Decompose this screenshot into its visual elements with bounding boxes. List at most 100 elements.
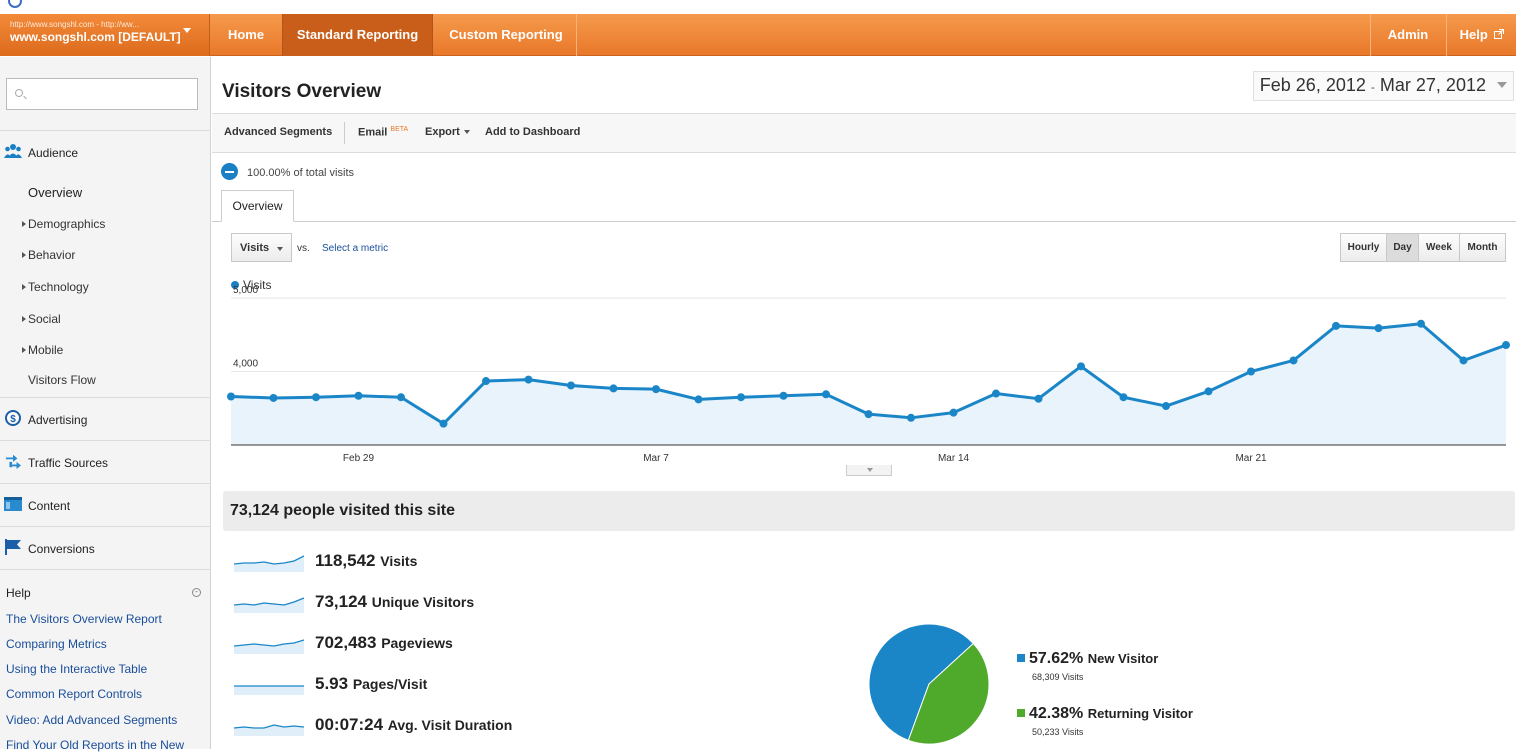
new-visitor-label: New Visitor xyxy=(1087,651,1159,666)
help-link[interactable]: Find Your Old Reports in the New xyxy=(6,738,185,752)
data-point[interactable] xyxy=(1204,387,1213,396)
stat-value: 00:07:24 xyxy=(315,715,388,734)
data-point[interactable] xyxy=(1417,319,1425,328)
svg-text:$: $ xyxy=(10,414,16,425)
email-button[interactable]: Email BETA xyxy=(358,126,408,139)
new-visitor-visits: 68,309 Visits xyxy=(1032,672,1084,682)
data-point[interactable] xyxy=(609,384,618,393)
data-point[interactable] xyxy=(227,392,235,401)
beta-badge: BETA xyxy=(390,126,409,133)
sidebar-section-conversions[interactable]: Conversions xyxy=(0,526,211,568)
data-point[interactable] xyxy=(269,393,278,402)
sidebar-section-content[interactable]: Content xyxy=(0,483,211,525)
main-content: Visitors Overview Feb 26, 2012 - Mar 27,… xyxy=(212,57,1516,749)
sidebar-section-label: Traffic Sources xyxy=(28,456,109,470)
top-strip xyxy=(0,0,1516,14)
export-button[interactable]: Export xyxy=(425,126,470,138)
pie-slice-new-visitor[interactable] xyxy=(868,623,975,741)
data-point[interactable] xyxy=(1374,324,1383,333)
x-tick-label: Feb 29 xyxy=(343,453,375,464)
data-point[interactable] xyxy=(907,413,915,422)
nav-admin[interactable]: Admin xyxy=(1387,27,1429,42)
data-point[interactable] xyxy=(694,395,703,404)
data-point[interactable] xyxy=(1162,402,1170,411)
data-point[interactable] xyxy=(822,390,830,399)
sidebar-item-behavior[interactable]: Behavior xyxy=(22,248,75,262)
data-point[interactable] xyxy=(1119,393,1128,402)
granularity-day[interactable]: Day xyxy=(1386,233,1419,262)
data-point[interactable] xyxy=(1502,341,1510,350)
add-to-dashboard-button[interactable]: Add to Dashboard xyxy=(485,126,581,138)
tab-overview[interactable]: Overview xyxy=(221,190,294,222)
help-link[interactable]: Comparing Metrics xyxy=(6,637,107,651)
data-point[interactable] xyxy=(354,391,363,400)
chart-collapse-handle[interactable] xyxy=(846,465,892,476)
sidebar-item-demographics[interactable]: Demographics xyxy=(22,217,105,231)
sidebar-item-label: Technology xyxy=(28,280,89,294)
data-point[interactable] xyxy=(312,393,320,402)
data-point[interactable] xyxy=(397,393,405,402)
expand-arrow-icon xyxy=(22,284,26,290)
help-link[interactable]: Using the Interactive Table xyxy=(6,662,148,676)
data-point[interactable] xyxy=(524,375,533,384)
data-point[interactable] xyxy=(1077,362,1085,371)
data-point[interactable] xyxy=(652,385,660,394)
data-point[interactable] xyxy=(482,377,490,386)
select-metric-link[interactable]: Select a metric xyxy=(322,243,389,254)
top-navbar: http://www.songshl.com - http://ww... ww… xyxy=(0,14,1516,56)
sidebar-section-advertising[interactable]: $ Advertising xyxy=(0,397,211,439)
help-link[interactable]: The Visitors Overview Report xyxy=(6,612,162,626)
help-link[interactable]: Video: Add Advanced Segments xyxy=(6,713,178,727)
collapse-icon[interactable]: - xyxy=(192,588,201,597)
data-point[interactable] xyxy=(1247,367,1255,376)
date-range-picker[interactable]: Feb 26, 2012 - Mar 27, 2012 xyxy=(1252,71,1514,101)
stat-value: 5.93 xyxy=(315,674,353,693)
data-point[interactable] xyxy=(1332,321,1340,330)
expand-arrow-icon xyxy=(22,347,26,353)
advanced-segments-button[interactable]: Advanced Segments xyxy=(224,126,333,138)
sidebar-section-traffic-sources[interactable]: Traffic Sources xyxy=(0,440,211,482)
nav-custom-reporting[interactable]: Custom Reporting xyxy=(449,27,563,42)
data-point[interactable] xyxy=(864,410,873,419)
x-tick-label: Mar 14 xyxy=(938,453,970,464)
stat-pageviews: 702,483 Pageviews xyxy=(315,633,453,653)
sidebar-item-technology[interactable]: Technology xyxy=(22,280,89,294)
sidebar-section-label: Content xyxy=(28,499,71,513)
metric-select-label: Visits xyxy=(240,242,270,254)
granularity-hourly[interactable]: Hourly xyxy=(1340,233,1387,262)
nav-standard-reporting[interactable]: Standard Reporting xyxy=(282,14,433,56)
sidebar-item-overview[interactable]: Overview xyxy=(28,185,83,200)
data-point[interactable] xyxy=(737,393,745,402)
chevron-down-icon xyxy=(1497,82,1507,88)
search-input[interactable] xyxy=(29,85,189,103)
help-link[interactable]: Common Report Controls xyxy=(6,687,143,701)
sidebar-divider xyxy=(0,569,211,570)
sidebar-item-visitors-flow[interactable]: Visitors Flow xyxy=(28,373,96,387)
sidebar-item-mobile[interactable]: Mobile xyxy=(22,343,63,357)
pie-slice-returning-visitor[interactable] xyxy=(907,642,990,745)
nav-home[interactable]: Home xyxy=(227,27,265,42)
data-point[interactable] xyxy=(1034,394,1043,403)
data-point[interactable] xyxy=(1459,356,1468,365)
data-point[interactable] xyxy=(567,381,575,390)
sidebar-item-social[interactable]: Social xyxy=(22,312,61,326)
returning-visitor-label: Returning Visitor xyxy=(1087,706,1193,721)
granularity-month[interactable]: Month xyxy=(1459,233,1506,262)
sidebar-section-label: Conversions xyxy=(28,542,95,556)
chevron-down-icon xyxy=(463,130,470,134)
data-point[interactable] xyxy=(992,389,1000,398)
granularity-week[interactable]: Week xyxy=(1418,233,1460,262)
sparkline xyxy=(234,597,304,613)
sidebar-section-audience[interactable]: Audience xyxy=(0,130,211,172)
data-point[interactable] xyxy=(779,391,788,400)
series-area xyxy=(231,323,1506,445)
data-point[interactable] xyxy=(439,419,448,428)
account-selector[interactable]: http://www.songshl.com - http://ww... ww… xyxy=(0,14,210,56)
data-point[interactable] xyxy=(1289,356,1298,365)
metric-select[interactable]: Visits xyxy=(231,233,292,262)
date-separator: - xyxy=(1370,80,1375,94)
sidebar-section-label: Advertising xyxy=(28,413,88,427)
nav-help[interactable]: Help xyxy=(1448,14,1516,56)
expand-arrow-icon xyxy=(22,221,26,227)
data-point[interactable] xyxy=(949,408,958,417)
